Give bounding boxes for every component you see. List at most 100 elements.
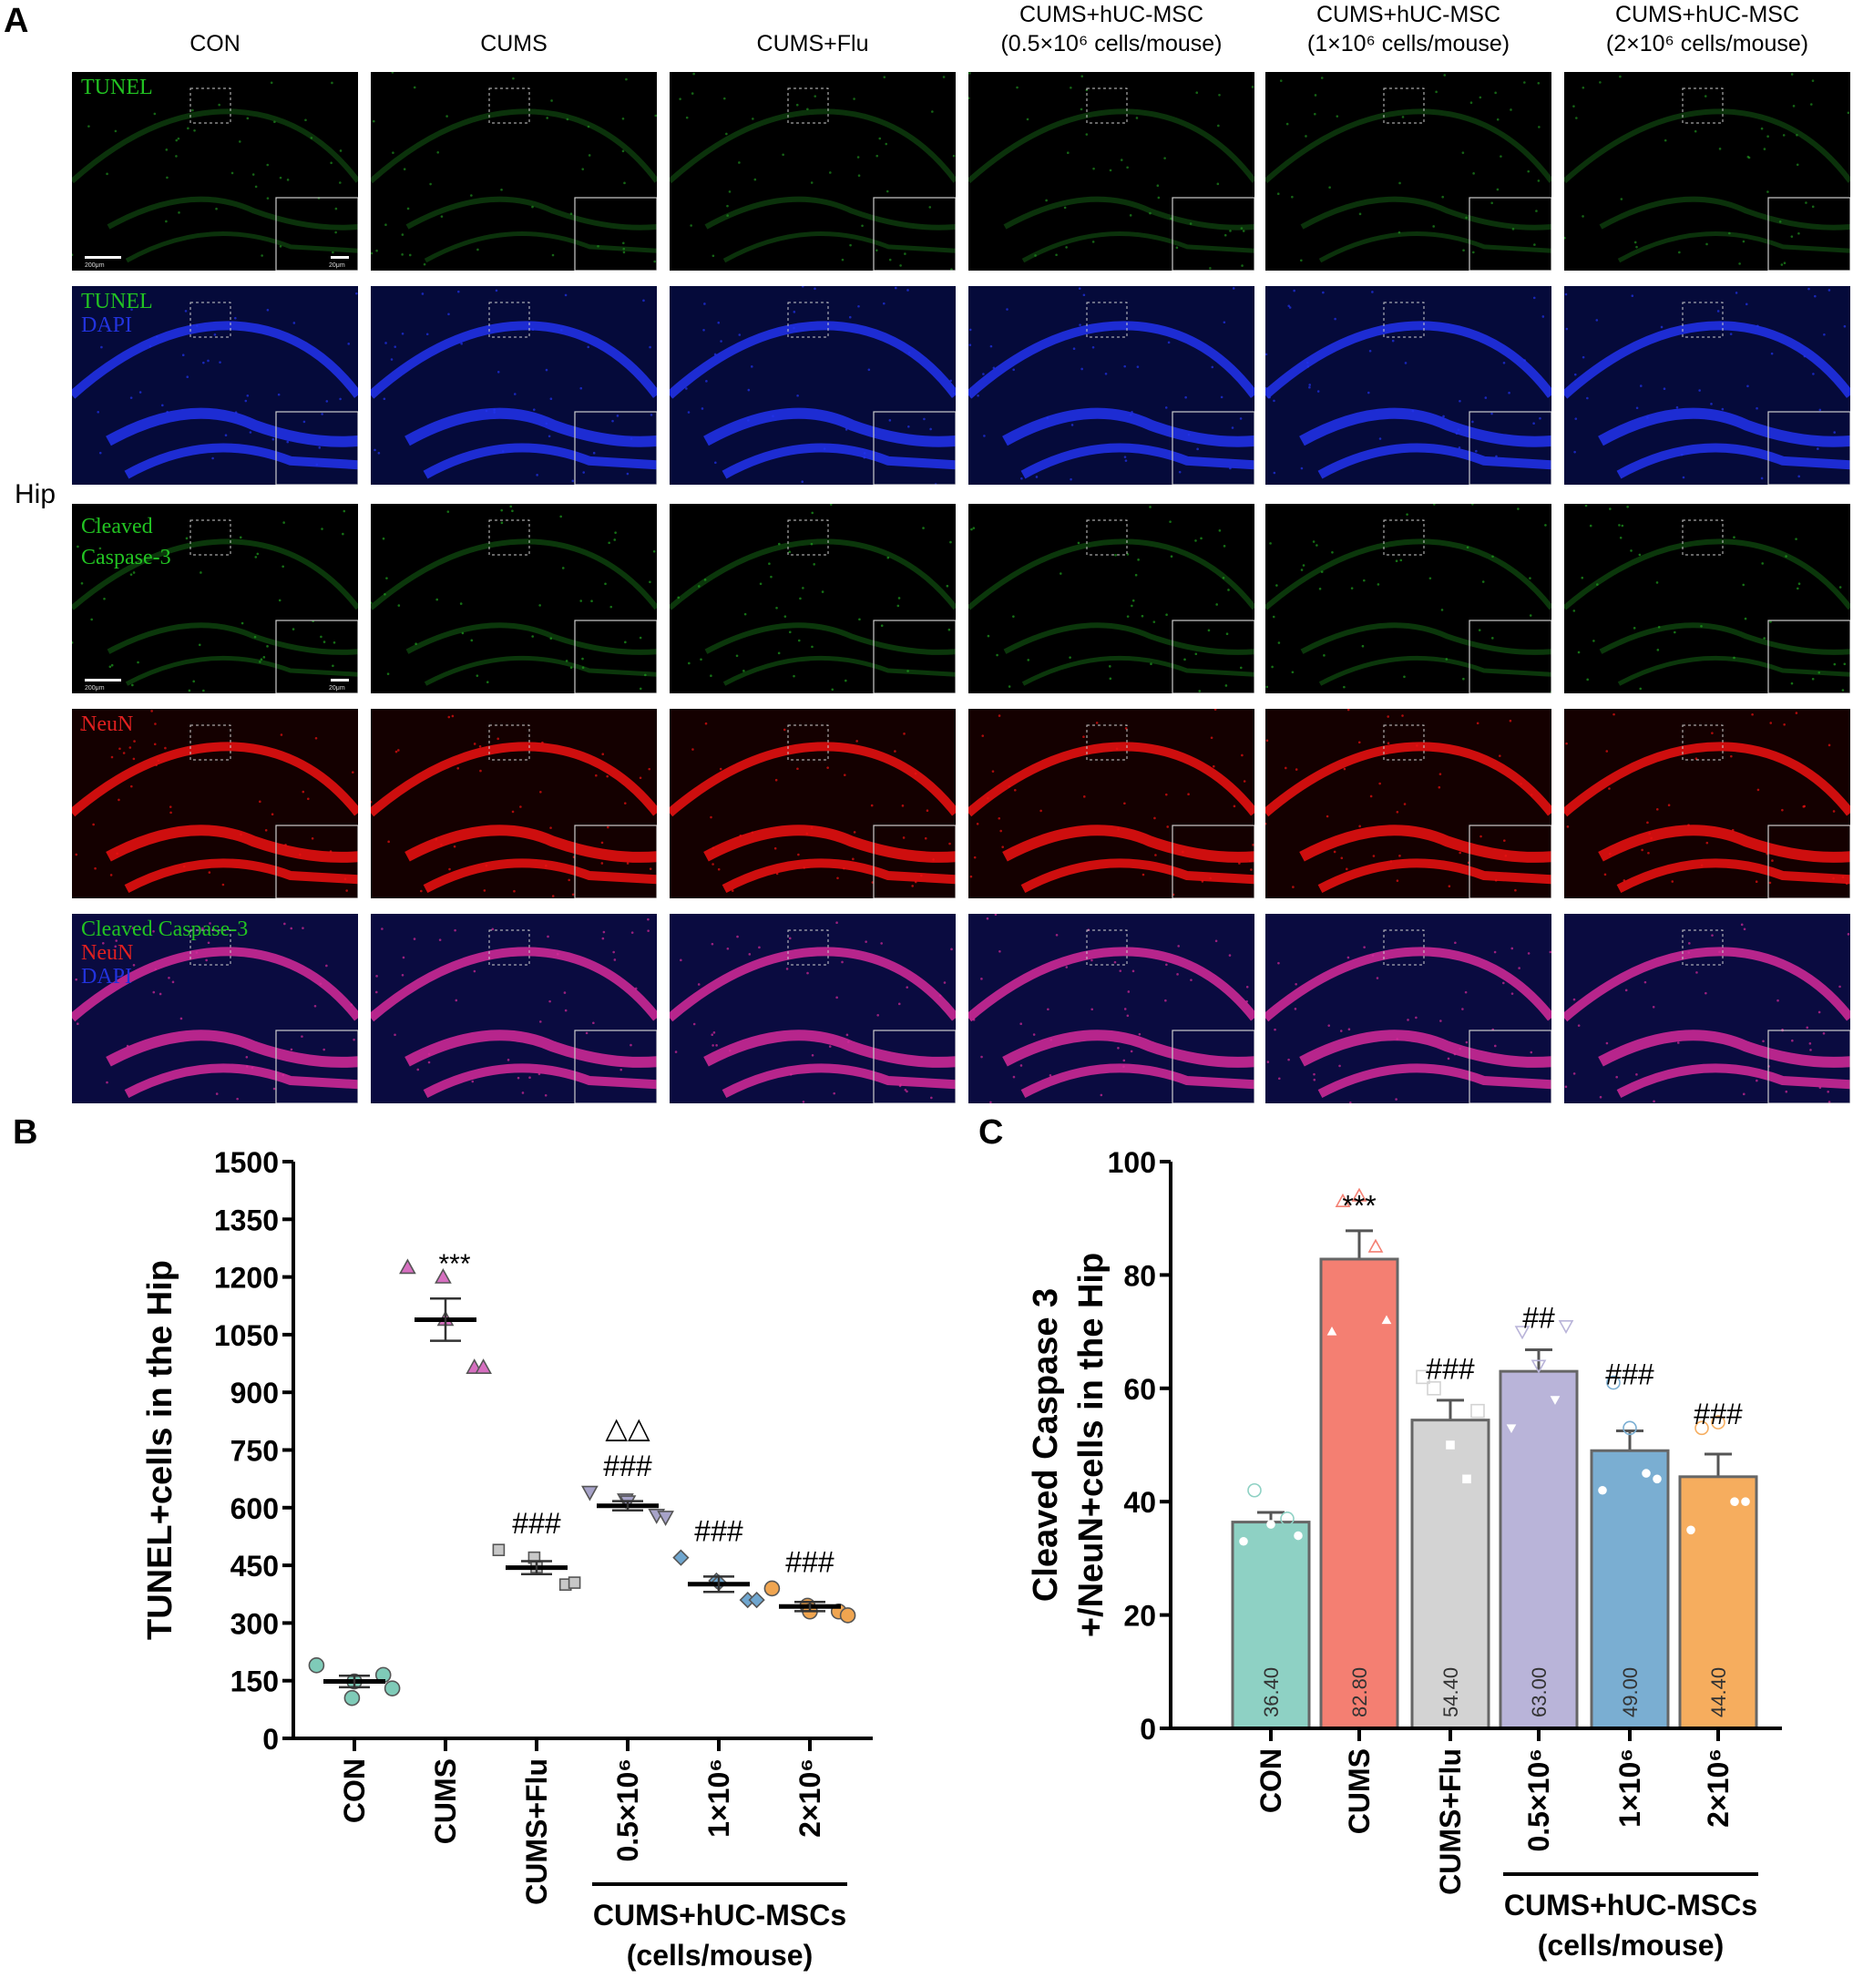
- tissue-band: [405, 622, 657, 655]
- bar-value-label: 49.00: [1619, 1667, 1642, 1717]
- y-tick-label: 300: [230, 1607, 279, 1640]
- tissue-band: [404, 1030, 657, 1068]
- tissue-band: [124, 1063, 358, 1099]
- data-point: [672, 1549, 690, 1566]
- column-header-line1: CUMS+Flu: [756, 31, 869, 56]
- tissue-band: [1020, 858, 1254, 894]
- stain-label-line: TUNEL: [81, 290, 153, 313]
- roi-box: [189, 302, 231, 338]
- roi-box: [1682, 519, 1724, 556]
- micrograph: [371, 504, 657, 693]
- tissue-band: [1265, 321, 1551, 399]
- stain-label-line: NeuN: [81, 941, 134, 965]
- tissue-band: [1599, 196, 1850, 231]
- data-point: [1367, 1238, 1384, 1253]
- roi-box: [189, 87, 231, 124]
- inset-box: [275, 620, 358, 693]
- category-label: 0.5×10⁶: [611, 1758, 644, 1862]
- roi-box: [1086, 519, 1128, 556]
- column-header-line2: (1×10⁶ cells/mouse): [1306, 31, 1510, 56]
- roi-box: [488, 302, 530, 338]
- tissue-band: [72, 108, 358, 184]
- column-header: CUMS+hUC-MSC (2×10⁶ cells/mouse): [1557, 0, 1853, 58]
- column-header-line2: (2×10⁶ cells/mouse): [1605, 31, 1809, 56]
- data-point: [657, 1511, 674, 1526]
- tissue-band: [1003, 622, 1254, 655]
- y-axis-label: Cleaved Caspase 3: [1027, 1288, 1065, 1602]
- micrograph: [1564, 504, 1850, 693]
- tissue-band: [1598, 825, 1850, 863]
- y-tick-label: 750: [230, 1435, 279, 1468]
- data-point: [839, 1607, 856, 1624]
- stain-label: Cleaved Caspase-3: [81, 511, 171, 573]
- roi-box: [1383, 724, 1425, 761]
- tissue-band: [1002, 407, 1254, 447]
- column-header: CUMS+hUC-MSC (1×10⁶ cells/mouse): [1258, 0, 1559, 58]
- tissue-band: [106, 407, 358, 447]
- data-point: [435, 1267, 452, 1284]
- data-point: [1606, 1375, 1621, 1390]
- tissue-band: [1318, 655, 1551, 686]
- tissue-band: [1617, 231, 1850, 263]
- micrograph: [670, 914, 956, 1103]
- tissue-band: [424, 655, 657, 686]
- tissue-band: [424, 231, 657, 263]
- roi-box: [1086, 929, 1128, 966]
- data-point: [1598, 1485, 1607, 1495]
- inset-scale-bar-label: 20μm: [329, 685, 345, 692]
- bar-group-2: 54.40 ###: [1410, 1352, 1490, 1730]
- data-point: [1653, 1474, 1662, 1484]
- bar-value-label: 54.40: [1439, 1667, 1462, 1717]
- tissue-band: [670, 538, 956, 610]
- inset-box: [873, 197, 956, 271]
- series-1: ***: [399, 1249, 492, 1374]
- data-point: [1506, 1424, 1517, 1433]
- inset-box: [873, 411, 956, 485]
- data-point: [1462, 1474, 1471, 1484]
- inset-box: [1469, 620, 1551, 693]
- significance-label: ***: [1342, 1189, 1376, 1222]
- y-tick-label: 0: [1140, 1713, 1156, 1746]
- data-point: [1427, 1380, 1441, 1396]
- roi-box: [787, 929, 829, 966]
- tissue-band: [371, 538, 657, 610]
- chart-c-caspase: 0 20 40 60 80 100 Cleaved Caspase 3 +/NeuN+cell…: [1027, 1146, 1782, 1962]
- inset-box: [1469, 411, 1551, 485]
- tissue-band: [722, 1063, 956, 1099]
- micrograph: [371, 709, 657, 898]
- inset-box: [574, 1030, 657, 1103]
- stain-label-line: Cleaved: [81, 515, 153, 538]
- tissue-band: [404, 407, 657, 447]
- y-tick-label: 1500: [214, 1146, 279, 1179]
- tissue-band: [1318, 231, 1551, 263]
- stain-label-line: Caspase-3: [81, 546, 171, 569]
- inset-box: [574, 411, 657, 485]
- bar-group-1: 82.80 ***: [1319, 1187, 1399, 1730]
- data-point: [1381, 1315, 1392, 1325]
- micrograph: [1564, 914, 1850, 1103]
- tissue-band: [968, 108, 1254, 184]
- series-4: ###: [672, 1515, 765, 1609]
- tissue-band: [1564, 538, 1850, 610]
- y-tick-label: 900: [230, 1377, 279, 1409]
- data-point: [1694, 1420, 1709, 1436]
- micrograph: [1265, 914, 1551, 1103]
- tissue-band: [107, 622, 358, 655]
- significance-label: ###: [512, 1507, 561, 1540]
- data-point: [763, 1580, 781, 1597]
- tissue-band: [968, 947, 1254, 1022]
- micrograph: 200μm 20μm TUNEL: [72, 72, 358, 271]
- group-label: CUMS+hUC-MSCs: [593, 1899, 846, 1932]
- bar: [1590, 1449, 1670, 1730]
- stain-label-line: DAPI: [81, 313, 133, 337]
- tissue-band: [423, 443, 657, 479]
- y-axis-label: +/NeuN+cells in the Hip: [1072, 1253, 1111, 1637]
- significance-label: ###: [1694, 1398, 1743, 1430]
- tissue-band: [1564, 108, 1850, 184]
- category-label: 1×10⁶: [702, 1758, 735, 1838]
- tissue-band: [1598, 407, 1850, 447]
- data-point: [475, 1358, 492, 1374]
- category-label: 2×10⁶: [793, 1758, 826, 1838]
- tissue-band: [125, 231, 358, 263]
- micrograph: [1564, 709, 1850, 898]
